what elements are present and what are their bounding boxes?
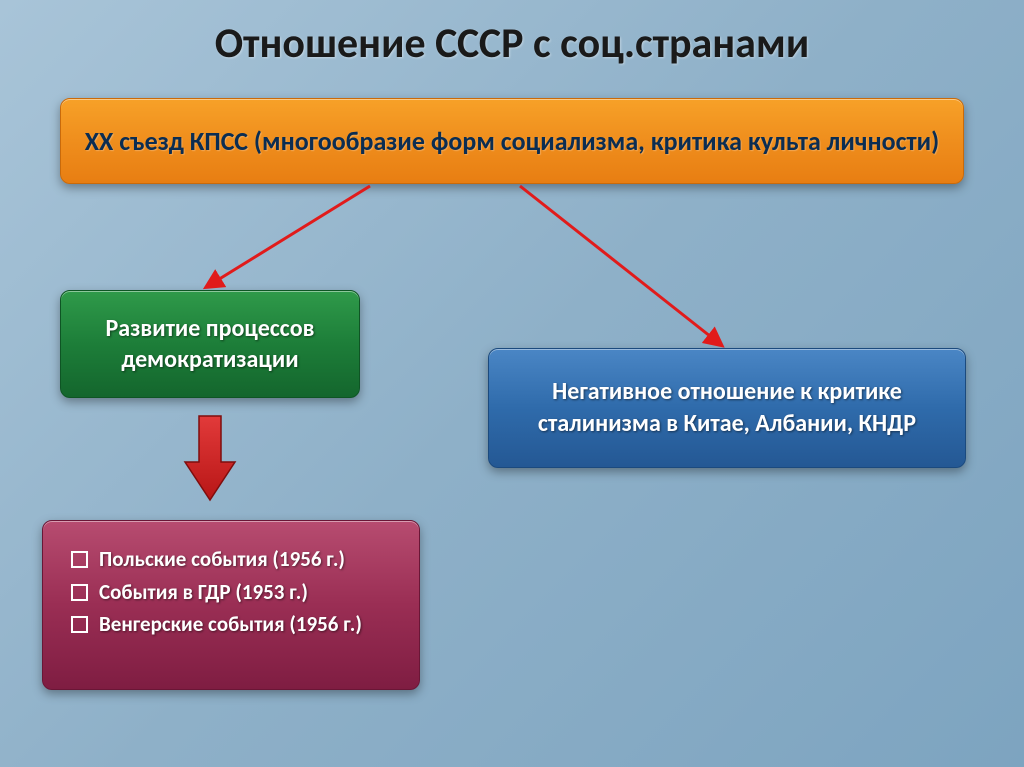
left-box: Развитие процессов демократизации xyxy=(60,290,360,398)
list-item: События в ГДР (1953 г.) xyxy=(71,576,401,609)
top-box: XX съезд КПСС (многообразие форм социали… xyxy=(60,98,964,184)
right-box-text: Негативное отношение к критике сталинизм… xyxy=(489,376,965,441)
list-item: Венгерские события (1956 г.) xyxy=(71,608,401,641)
slide-title: Отношение СССР с соц.странами xyxy=(0,0,1024,69)
left-box-text: Развитие процессов демократизации xyxy=(61,313,359,375)
block-arrow-icon xyxy=(183,412,237,504)
right-box: Негативное отношение к критике сталинизм… xyxy=(488,348,966,468)
bottom-box: Польские события (1956 г.) События в ГДР… xyxy=(42,520,420,690)
top-box-text: XX съезд КПСС (многообразие форм социали… xyxy=(65,125,960,158)
list-item: Польские события (1956 г.) xyxy=(71,543,401,576)
bottom-list: Польские события (1956 г.) События в ГДР… xyxy=(71,543,401,641)
